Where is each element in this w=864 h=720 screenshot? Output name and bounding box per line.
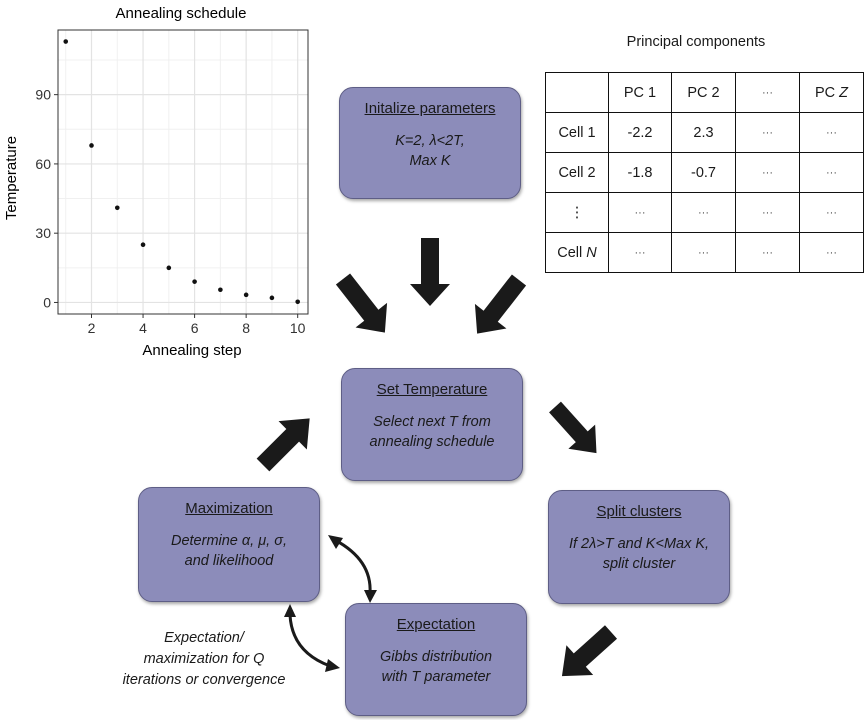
data-point	[140, 242, 146, 248]
double-arrow-maximization-expectation	[334, 538, 372, 594]
x-tick-label: 2	[88, 320, 96, 336]
chart-points	[63, 39, 300, 305]
table-row: Cell 1 -2.2 2.3 ··· ···	[545, 112, 864, 153]
table-cell: Cell 2	[545, 152, 609, 193]
arrow-table-to-set-temperature	[474, 274, 527, 334]
table-cell: ···	[671, 232, 736, 273]
table-cell: ···	[608, 232, 672, 273]
maximization-box: Maximization Determine α, μ, σ, and like…	[138, 487, 320, 602]
x-tick-label: 6	[191, 320, 199, 336]
table-cell: ···	[799, 112, 864, 153]
arrow-split-to-expectation	[561, 625, 618, 677]
arrowhead	[284, 604, 296, 617]
box-title: Split clusters	[596, 503, 682, 520]
x-tick-label: 8	[242, 320, 250, 336]
table-cell: -2.2	[608, 112, 672, 153]
principal-components-table: PC 1 PC 2 ··· PC Z Cell 1 -2.2 2.3 ··· ·…	[545, 72, 864, 273]
arrowhead	[325, 659, 340, 672]
cell-n-label: Cell N	[557, 244, 597, 261]
table-row: Cell 2 -1.8 -0.7 ··· ···	[545, 152, 864, 193]
chart-title: Annealing schedule	[116, 5, 247, 22]
table-cell: ···	[735, 232, 800, 273]
double-arrow-expectation-maximization	[288, 614, 331, 668]
box-body: K=2, λ<2T, Max K	[395, 133, 465, 169]
table-row: ⋮ ··· ··· ··· ···	[545, 192, 864, 233]
table-cell: ···	[671, 192, 736, 233]
table-header-cell: PC 1	[608, 72, 672, 113]
table-cell: -1.8	[608, 152, 672, 193]
data-point	[269, 295, 275, 301]
y-tick-label: 30	[35, 225, 51, 241]
arrowhead	[328, 535, 343, 549]
y-tick-label: 0	[43, 294, 51, 310]
table-cell: ···	[799, 192, 864, 233]
split-clusters-box: Split clusters If 2λ>T and K<Max K, spli…	[548, 490, 730, 604]
chart-y-axis: 0 30 60 90	[35, 87, 58, 310]
box-body: Gibbs distribution with T parameter	[379, 649, 493, 685]
chart-x-axis-label: Annealing step	[142, 342, 241, 359]
x-tick-label: 4	[139, 320, 147, 336]
data-point	[166, 265, 172, 271]
table-cell: ···	[608, 192, 672, 233]
table-cell: ···	[735, 192, 800, 233]
data-point	[295, 299, 300, 305]
annealing-schedule-chart: Annealing schedule 0 30 60 90 2 4 6 8 10 Anneal…	[3, 5, 309, 359]
box-title: Initalize parameters	[364, 100, 496, 117]
table-title: Principal components	[626, 34, 766, 50]
set-temperature-box: Set Temperature Select next T from annea…	[341, 368, 523, 481]
expectation-box: Expectation Gibbs distribution with T pa…	[345, 603, 527, 716]
table-header-cell: PC Z	[799, 72, 864, 113]
y-tick-label: 60	[35, 156, 51, 172]
chart-grid-major	[58, 30, 308, 314]
arrow-maximization-to-set-temperature	[256, 418, 310, 472]
chart-y-axis-label: Temperature	[3, 136, 20, 220]
chart-x-axis: 2 4 6 8 10	[88, 314, 306, 336]
arrow-chart-to-set-temperature	[335, 273, 388, 333]
table-cell: Cell 1	[545, 112, 609, 153]
arrow-set-temperature-to-split	[549, 401, 597, 454]
data-point	[192, 279, 197, 284]
arrowhead	[364, 590, 377, 603]
table-header-cell	[545, 72, 609, 113]
em-iteration-note: Expectation/ maximization for Q iteratio…	[122, 630, 286, 688]
data-point	[89, 143, 94, 148]
arrow-init-to-set-temperature	[410, 238, 450, 306]
table-cell: ···	[799, 152, 864, 193]
x-tick-label: 10	[290, 320, 306, 336]
table-header-row: PC 1 PC 2 ··· PC Z	[545, 72, 864, 113]
table-row: Cell N ··· ··· ··· ···	[545, 232, 864, 273]
table-cell: ⋮	[545, 192, 609, 233]
table-cell: Cell N	[545, 232, 609, 273]
table-cell: 2.3	[671, 112, 736, 153]
table-header-cell: ···	[735, 72, 800, 113]
data-point	[114, 205, 120, 211]
y-tick-label: 90	[35, 87, 51, 103]
table-cell: ···	[799, 232, 864, 273]
box-title: Maximization	[185, 500, 273, 517]
initialize-parameters-box: Initalize parameters K=2, λ<2T, Max K	[339, 87, 521, 199]
chart-plot-border	[57, 29, 309, 315]
box-title: Set Temperature	[376, 381, 488, 398]
data-point	[243, 292, 249, 298]
pc-z-label: PC Z	[814, 84, 849, 101]
table-header-cell: PC 2	[671, 72, 736, 113]
box-body: Determine α, μ, σ, and likelihood	[170, 533, 287, 569]
data-point	[218, 287, 223, 293]
table-cell: -0.7	[671, 152, 736, 193]
box-body: If 2λ>T and K<Max K, split cluster	[568, 536, 710, 572]
table-cell: ···	[735, 152, 800, 193]
data-point	[63, 39, 69, 44]
box-title: Expectation	[396, 616, 476, 633]
box-body: Select next T from annealing schedule	[369, 414, 495, 450]
table-cell: ···	[735, 112, 800, 153]
